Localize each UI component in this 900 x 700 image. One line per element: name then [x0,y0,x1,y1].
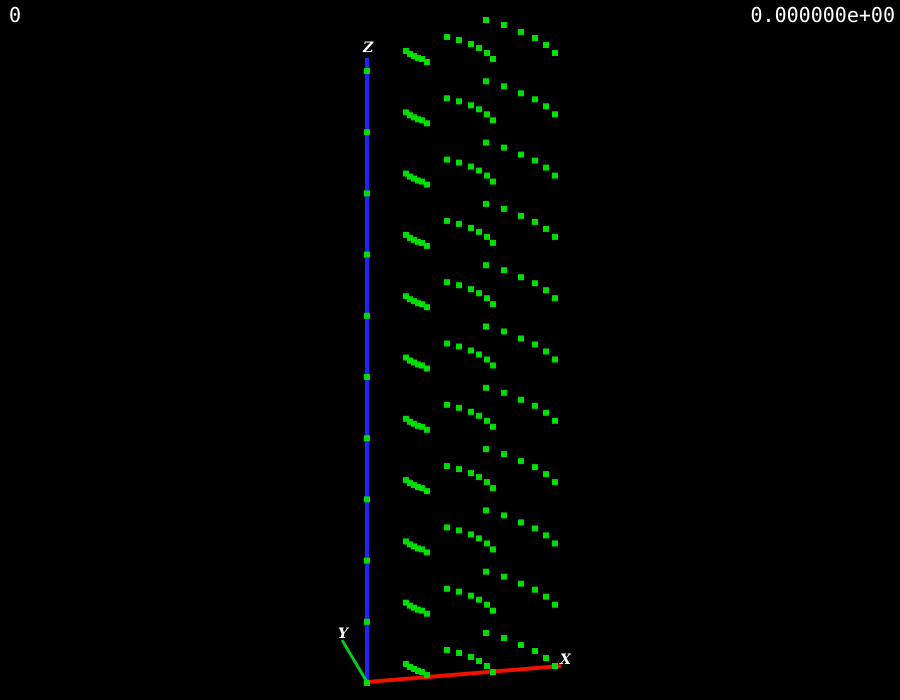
x-axis-label: X [560,652,571,668]
helix-particles [403,17,558,678]
y-axis-line [340,639,369,683]
x-axis-line [366,664,562,684]
y-axis-label: Y [338,626,348,642]
z-axis-label: Z [363,40,374,56]
axis-lines [340,58,562,684]
frame-counter: 0 [9,3,22,27]
axis-tick-particles [364,68,370,686]
time-display: 0.000000e+00 [750,3,896,27]
